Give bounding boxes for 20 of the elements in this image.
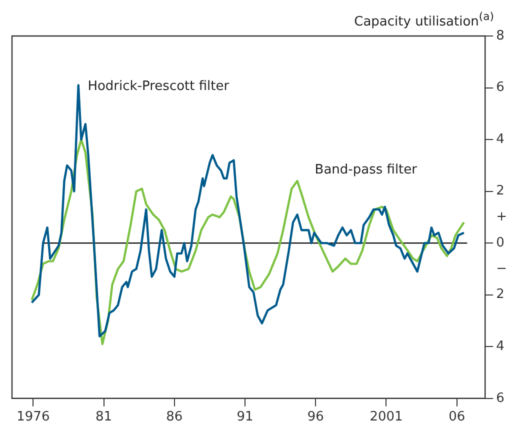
y-axis-title: Capacity utilisation$^{(a)}$ <box>354 10 494 30</box>
series-label: Band-pass filter <box>314 162 418 178</box>
x-tick-label: 96 <box>307 410 324 425</box>
x-tick-label: 81 <box>96 410 112 425</box>
x-tick-label: 86 <box>166 410 183 425</box>
y-tick-label: − <box>496 261 508 276</box>
series-label: Hodrick-Prescott filter <box>88 79 230 94</box>
y-tick-label: 0 <box>496 235 504 250</box>
y-tick-label: 4 <box>496 339 504 354</box>
y-tick-label: 6 <box>496 390 504 406</box>
x-tick-label: 06 <box>448 410 466 425</box>
x-tick-label: 91 <box>236 410 254 425</box>
y-tick-label: 4 <box>496 132 504 147</box>
x-tick-label: 1976 <box>16 410 50 425</box>
y-tick-label: 2 <box>496 287 504 302</box>
x-tick-label: 2001 <box>370 410 403 425</box>
y-tick-label: 6 <box>496 80 504 96</box>
y-tick-label: 2 <box>496 184 504 199</box>
y-tick-label: + <box>496 210 508 225</box>
y-tick-label: 8 <box>496 28 504 44</box>
